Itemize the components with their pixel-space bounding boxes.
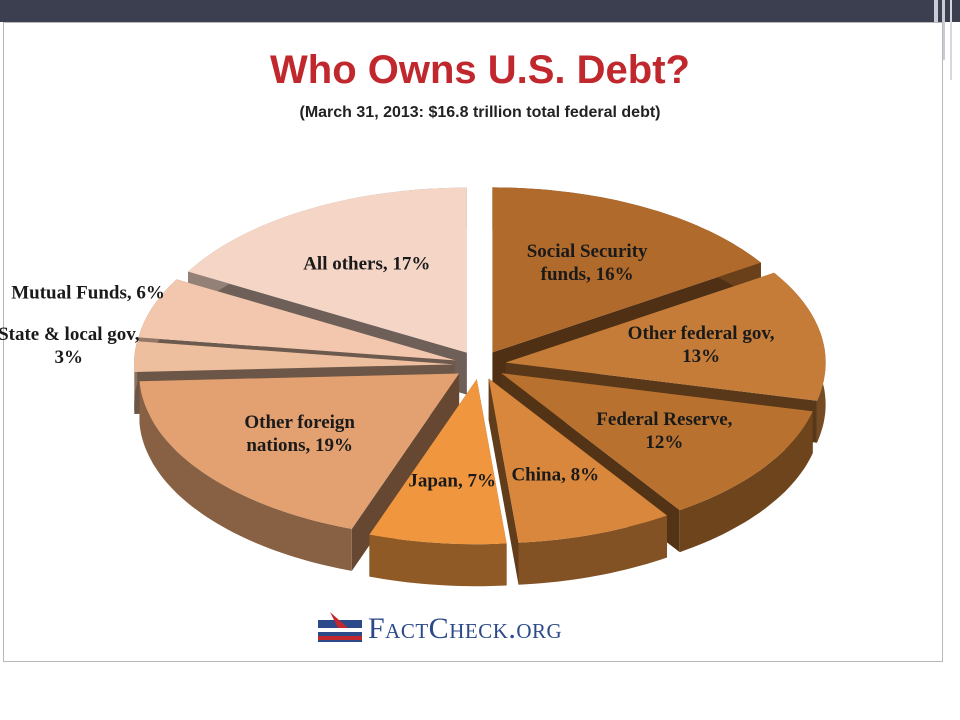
slice-side: [679, 411, 813, 553]
logo-text: FactCheck.org: [368, 612, 563, 645]
slice: [488, 378, 667, 543]
slice: [492, 187, 761, 353]
slice-label: Other foreign nations, 19%: [244, 412, 356, 457]
slice: [134, 341, 455, 372]
slice-label: China, 8%: [511, 464, 600, 486]
decoration: [942, 0, 945, 60]
decoration: [934, 0, 938, 40]
slice-side: [518, 515, 667, 585]
slice: [369, 379, 507, 545]
decoration: [950, 0, 952, 80]
logo-flag: [318, 612, 362, 646]
slice: [139, 373, 460, 529]
slice-label: All others, 17%: [303, 253, 431, 275]
chart-subtitle: (March 31, 2013: $16.8 trillion total fe…: [299, 104, 661, 121]
slice-side: [139, 381, 352, 571]
slice-label: Other federal gov, 13%: [627, 323, 775, 368]
slice-label: State & local gov, 3%: [0, 324, 140, 369]
chart-title: Who Owns U.S. Debt?: [270, 48, 690, 92]
slice-label: Social Security funds, 16%: [526, 240, 648, 285]
slice: [138, 279, 456, 361]
slice: [501, 373, 813, 511]
slice-label: Mutual Funds, 6%: [11, 282, 165, 304]
slice-label: Federal Reserve, 12%: [596, 409, 733, 454]
slice-side: [369, 534, 507, 587]
slice: [505, 272, 826, 401]
top-bar: [0, 0, 960, 22]
slice-label: Japan, 7%: [408, 470, 496, 492]
slice: [188, 187, 467, 353]
slice-side: [488, 378, 519, 585]
